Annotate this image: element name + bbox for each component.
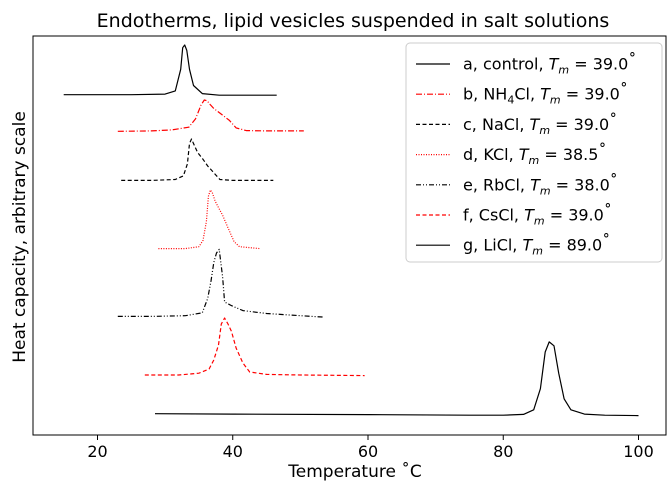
legend-label-e: e, RbCl, Tm = 38.0˚ xyxy=(463,172,618,197)
x-axis-ticks: 20 40 60 80 100 xyxy=(87,435,654,461)
x-tick-label: 80 xyxy=(493,442,513,461)
y-axis-label: Heat capacity, arbitrary scale xyxy=(10,111,30,363)
legend-box xyxy=(405,42,663,263)
x-tick-label: 100 xyxy=(623,442,654,461)
series-line-e xyxy=(117,248,325,318)
chart-title: Endotherms, lipid vesicles suspended in … xyxy=(97,10,610,32)
plot-area-frame xyxy=(32,35,667,436)
series-line-d xyxy=(158,189,260,250)
x-tick-label: 60 xyxy=(358,442,378,461)
legend: a, control, Tm = 39.0˚ b, NH4Cl, Tm = 39.… xyxy=(405,42,663,263)
legend-label-a: a, control, Tm = 39.0˚ xyxy=(463,52,636,77)
x-tick-label: 40 xyxy=(223,442,243,461)
legend-label-g: g, LiCl, Tm = 89.0˚ xyxy=(463,233,610,258)
legend-label-c: c, NaCl, Tm = 39.0˚ xyxy=(463,112,617,137)
series-line-b xyxy=(117,99,304,132)
series-line-c xyxy=(121,138,274,181)
legend-entries: a, control, Tm = 39.0˚ b, NH4Cl, Tm = 39.… xyxy=(416,52,636,258)
x-tick-label: 20 xyxy=(87,442,107,461)
series-group xyxy=(63,44,639,417)
legend-label-d: d, KCl, Tm = 38.5˚ xyxy=(463,142,606,167)
series-line-f xyxy=(144,317,365,377)
legend-label-b: b, NH4Cl, Tm = 39.0˚ xyxy=(463,82,628,107)
series-line-g xyxy=(154,341,639,417)
series-line-a xyxy=(63,44,277,96)
legend-label-f: f, CsCl, Tm = 39.0˚ xyxy=(463,203,612,228)
x-axis-label: Temperature ˚C xyxy=(287,461,421,482)
